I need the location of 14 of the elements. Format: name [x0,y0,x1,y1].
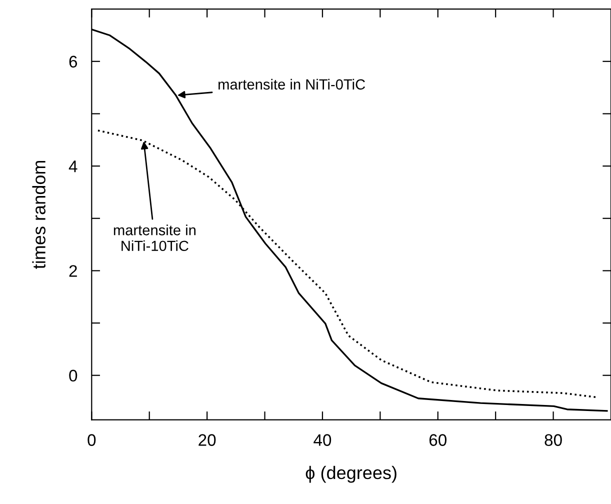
y-tick-label: 6 [69,56,78,68]
annotation: martensite in NiTi-10TiC [114,224,196,252]
y-tick-label: 4 [68,160,78,172]
x-tick-label: 80 [544,434,562,446]
line-series [97,130,598,398]
annotation: martensite in NiTi-0TiC [218,78,366,90]
x-axis-title: ϕ (degrees) [306,466,396,483]
x-tick-label: 20 [198,434,216,446]
x-tick-label: 0 [88,434,96,446]
y-axis-title: times random [32,160,46,269]
x-tick-label: 40 [314,434,332,446]
y-tick-label: 0 [69,370,78,382]
x-tick-label: 60 [429,434,446,446]
y-tick-label: 2 [69,265,77,277]
